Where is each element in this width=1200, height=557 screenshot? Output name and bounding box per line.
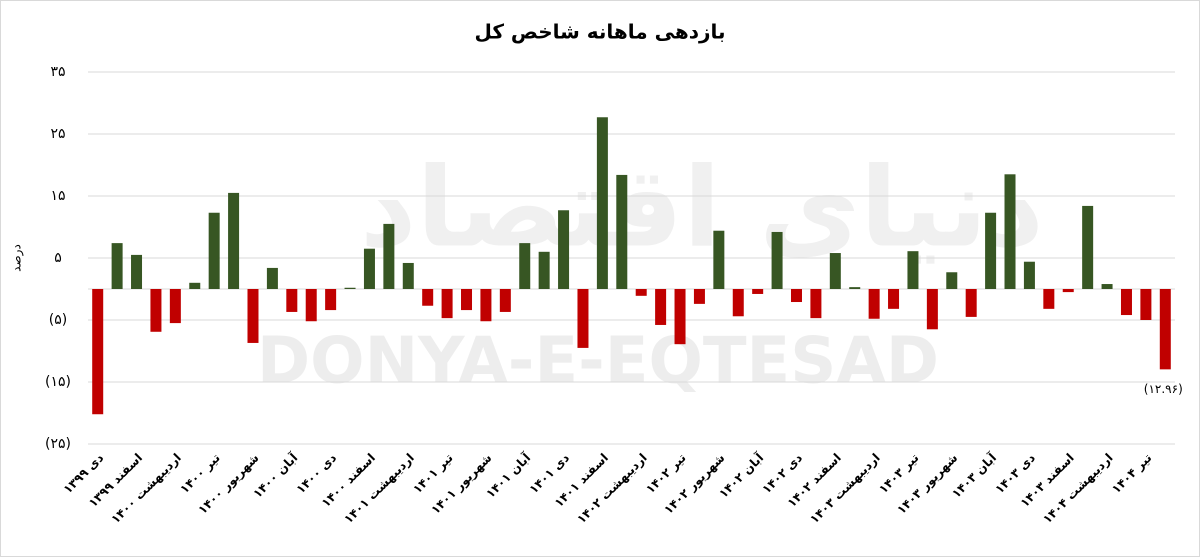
- bar: [499, 289, 511, 312]
- bar: [228, 192, 240, 289]
- bar: [247, 289, 259, 343]
- bar: [169, 289, 181, 324]
- bar: [344, 287, 356, 289]
- bar: [868, 289, 880, 319]
- bar: [519, 243, 531, 289]
- bar: [693, 289, 705, 304]
- bar: [402, 262, 414, 289]
- bar: [713, 230, 725, 289]
- watermark-fa: دنیای اقتصاد: [360, 143, 1044, 271]
- bar: [131, 254, 143, 289]
- bar: [1043, 289, 1055, 309]
- y-axis-label: درصد: [10, 244, 25, 272]
- bar: [577, 289, 589, 348]
- bar: [849, 287, 861, 289]
- bar: [538, 251, 550, 289]
- y-tick-label: ۲۵: [50, 126, 65, 142]
- bar: [441, 289, 453, 319]
- y-tick-label: (۲۵): [45, 436, 71, 452]
- bar: [985, 212, 997, 289]
- bar: [92, 289, 104, 415]
- bar: [1101, 284, 1113, 289]
- bar: [286, 289, 298, 312]
- bar: [363, 248, 375, 289]
- bar: [305, 289, 317, 322]
- bar: [888, 289, 900, 309]
- bar: [1140, 289, 1152, 320]
- bar: [732, 289, 744, 317]
- bar: [829, 253, 841, 289]
- y-tick-label: ۱۵: [50, 188, 65, 204]
- bar: [616, 174, 628, 289]
- bar: [1120, 289, 1132, 316]
- bar: [266, 267, 278, 289]
- value-label: (۱۲.۹۶): [1144, 382, 1183, 396]
- bar: [1023, 261, 1035, 289]
- bar: [655, 289, 667, 325]
- bar: [752, 289, 764, 294]
- bar: [790, 289, 802, 303]
- bar: [111, 243, 123, 289]
- bar: [810, 289, 822, 319]
- bar: [965, 289, 977, 317]
- bar: [946, 272, 958, 289]
- bar: [635, 289, 647, 296]
- y-tick-label: ۳۵: [50, 64, 65, 80]
- bar: [422, 289, 434, 306]
- bar: [926, 289, 938, 330]
- watermark: DONYA-E-EQTESAD: [257, 325, 939, 399]
- bar: [1062, 289, 1074, 293]
- bar: [1004, 174, 1016, 289]
- bar: [325, 289, 337, 311]
- bar: [208, 212, 220, 289]
- bar: [189, 282, 201, 289]
- y-tick-label: (۵): [49, 312, 67, 328]
- y-tick-label: (۱۵): [45, 374, 71, 390]
- bar: [596, 117, 608, 289]
- y-tick-label: ۵: [54, 250, 62, 266]
- bar: [907, 251, 919, 289]
- bar: [480, 289, 492, 322]
- bar: [674, 289, 686, 345]
- bar: [1159, 289, 1171, 370]
- bar: [383, 223, 395, 289]
- bar: [558, 210, 570, 289]
- bar: [1082, 205, 1094, 289]
- bar: [771, 231, 783, 289]
- chart-title: بازدهی ماهانه شاخص کل: [474, 20, 725, 44]
- bar: [461, 289, 473, 311]
- bar: [150, 289, 162, 332]
